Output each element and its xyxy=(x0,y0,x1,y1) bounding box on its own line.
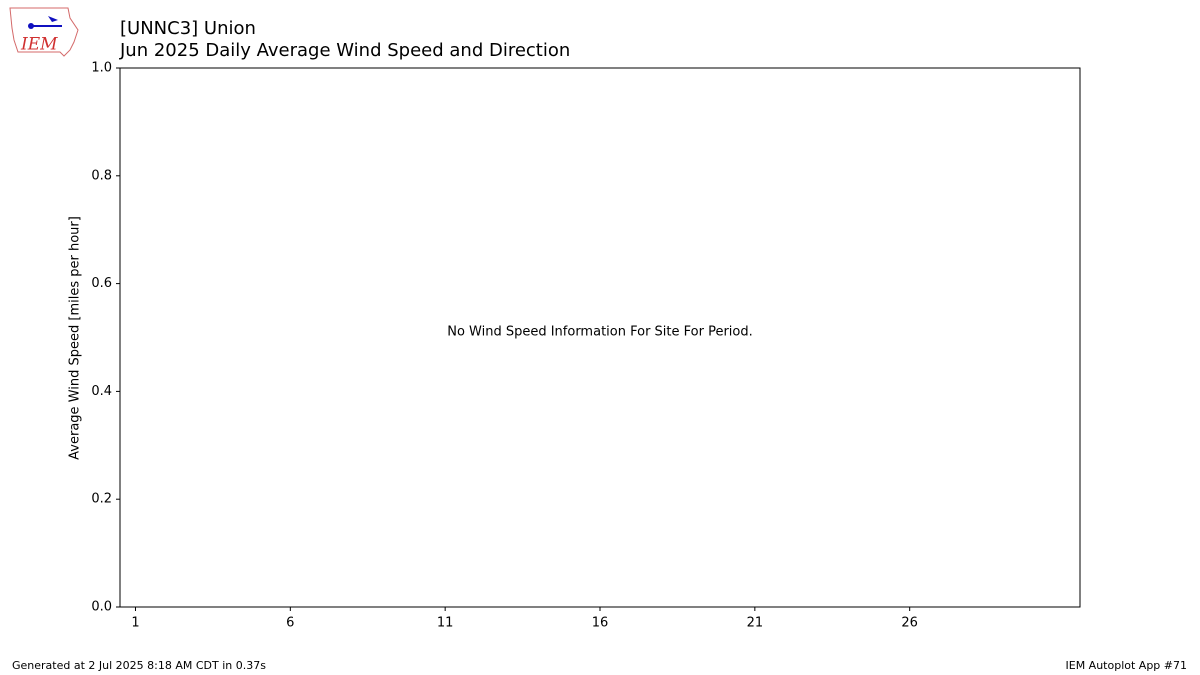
x-tick-label: 1 xyxy=(131,616,139,631)
chart-subtitle: Jun 2025 Daily Average Wind Speed and Di… xyxy=(119,40,570,61)
logo: IEM xyxy=(9,7,79,57)
logo-text: IEM xyxy=(20,35,58,55)
y-tick-label: 0.6 xyxy=(91,276,112,291)
x-tick-label: 16 xyxy=(592,616,609,631)
x-tick-label: 21 xyxy=(747,616,764,631)
footer-right: IEM Autoplot App #71 xyxy=(1066,659,1188,672)
footer-left: Generated at 2 Jul 2025 8:18 AM CDT in 0… xyxy=(12,659,266,672)
x-tick-label: 11 xyxy=(437,616,454,631)
y-axis-label: Average Wind Speed [miles per hour] xyxy=(68,216,83,460)
y-tick-label: 0.2 xyxy=(91,492,112,507)
y-tick-label: 0.0 xyxy=(91,600,112,615)
y-tick-label: 0.4 xyxy=(91,384,112,399)
chart-title: [UNNC3] Union xyxy=(120,18,256,39)
y-tick-label: 0.8 xyxy=(91,168,112,183)
y-tick-label: 1.0 xyxy=(91,61,112,76)
annotation: No Wind Speed Information For Site For P… xyxy=(447,325,753,340)
logo-outline xyxy=(9,7,79,57)
logo-flag xyxy=(48,16,58,22)
x-tick-label: 26 xyxy=(901,616,918,631)
x-tick-label: 6 xyxy=(286,616,294,631)
logo-dot xyxy=(28,23,34,29)
